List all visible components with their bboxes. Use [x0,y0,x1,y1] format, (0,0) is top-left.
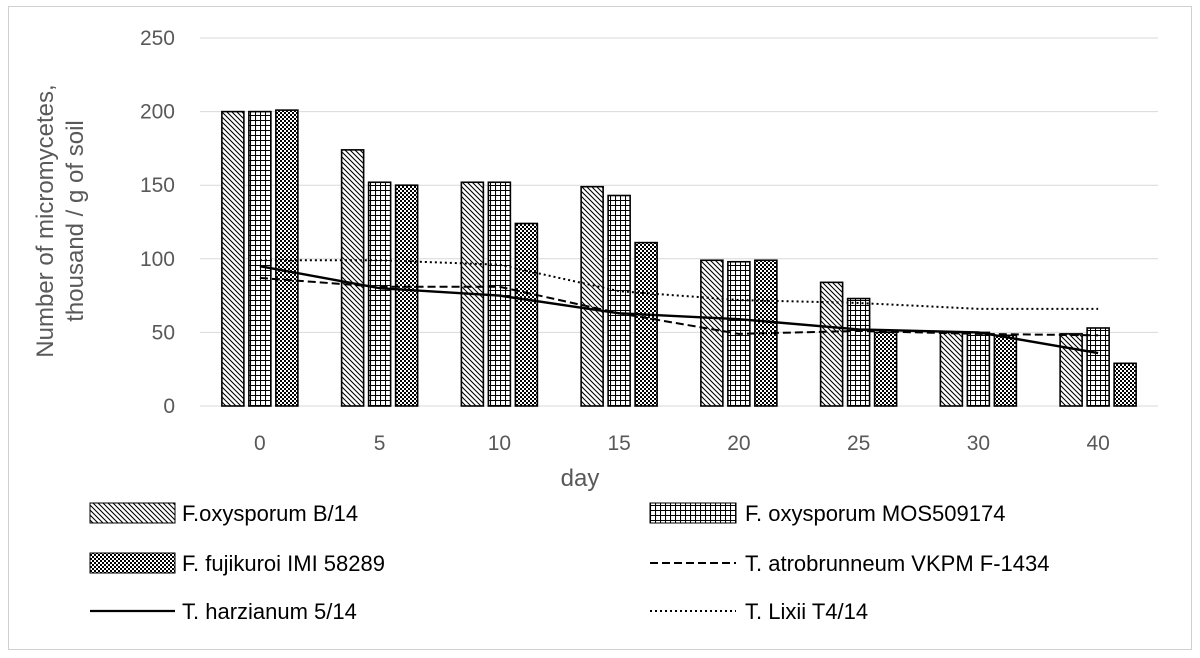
legend-label-line-0: T. atrobrunneum VKPM F-1434 [745,551,1049,576]
y-tick-label: 50 [152,321,175,344]
y-axis-title-line1: Number of micromycetes, [32,84,59,357]
bar-series-1 [846,297,871,407]
x-tick-label: 10 [488,432,511,455]
bar-series-2 [394,184,419,407]
x-axis-title: day [561,465,600,492]
legend-label-bar-2: F. fujikuroi IMI 58289 [182,551,385,576]
y-tick-label: 100 [140,248,175,271]
x-tick-label: 40 [1086,432,1109,455]
bar-series-0 [700,259,724,407]
legend-swatch-bar-0 [89,502,176,524]
bar-series-1 [966,331,991,407]
legend-label-bar-0: F.oxysporum B/14 [182,501,358,526]
x-tick-label: 5 [374,432,386,455]
lines [259,259,1099,355]
bar-series-1 [607,194,631,407]
bar-series-0 [340,149,365,407]
bar-series-2 [1113,362,1137,407]
y-tick-labels: 0 50 100 150 200 250 [140,27,175,418]
bar-series-1 [1086,327,1110,407]
legend-label-line-1: T. harzianum 5/14 [182,599,357,624]
legend-swatch-bar-1 [649,502,737,524]
bar-series-0 [1059,333,1083,407]
x-tick-label: 15 [607,432,630,455]
y-axis-title-line2: thousand / g of soil [62,120,89,321]
x-tick-label: 20 [727,432,750,455]
bar-series-2 [634,241,658,407]
bar-series-1 [248,110,272,407]
y-tick-label: 200 [140,101,175,124]
legend-swatch-bar-2 [89,552,176,574]
x-tick-label: 30 [967,432,990,455]
bar-series-0 [939,331,964,407]
x-tick-label: 0 [254,432,266,455]
legend-label-line-2: T. Lixii T4/14 [745,599,868,624]
bar-series-1 [367,181,392,407]
y-tick-label: 0 [163,395,175,418]
bars [221,109,1137,407]
x-tick-labels: 0 5 10 15 20 25 30 40 [254,432,1110,455]
line-series-1 [259,264,1099,355]
bar-series-0 [580,185,604,407]
bar-series-0 [221,110,245,407]
bar-series-2 [993,334,1018,407]
bar-series-2 [873,331,898,407]
bar-series-2 [275,109,299,407]
y-tick-label: 250 [140,27,175,50]
y-tick-label: 150 [140,174,175,197]
x-tick-label: 25 [847,432,870,455]
bar-series-0 [819,281,844,407]
legend: F.oxysporum B/14 F. oxysporum MOS509174 … [89,501,1049,624]
bar-series-2 [514,222,539,407]
legend-label-bar-1: F. oxysporum MOS509174 [745,501,1005,526]
line-series-0 [259,276,1099,337]
